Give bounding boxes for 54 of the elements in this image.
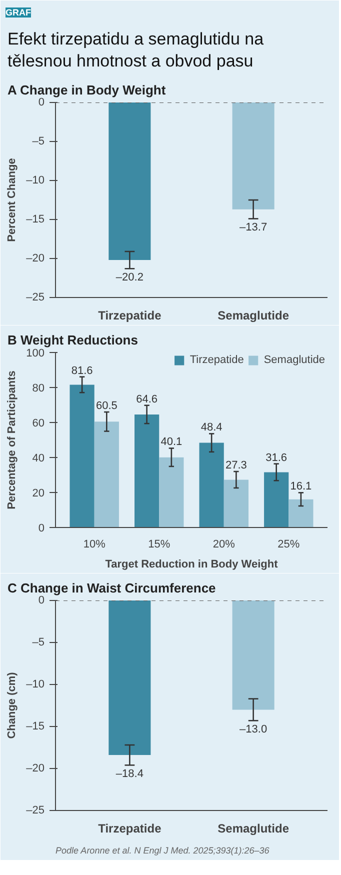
bar	[134, 414, 160, 528]
bar	[94, 422, 119, 528]
y-axis-title: Percent Change	[6, 158, 18, 242]
bar	[264, 472, 289, 528]
data-label: –13.7	[240, 222, 268, 234]
text: Podle Aronne et al. N Engl J Med. 2025;393(1):26–36	[56, 846, 270, 856]
chart-title: B Weight Reductions	[8, 332, 138, 348]
y-tick-label: 40	[32, 452, 45, 464]
y-tick-label: 60	[32, 418, 45, 430]
legend-label: Semaglutide	[264, 354, 325, 366]
x-tick-label: 10%	[83, 538, 106, 550]
data-label: 64.6	[136, 393, 158, 406]
y-tick-label: 100	[26, 348, 45, 360]
bar	[224, 480, 248, 528]
data-label: 81.6	[71, 364, 93, 377]
data-label: –13.0	[240, 724, 268, 736]
y-tick-label: –15	[26, 214, 45, 226]
bar	[199, 442, 224, 528]
y-tick-label: –20	[26, 252, 45, 264]
y-tick-label: –25	[26, 292, 45, 304]
y-tick-label: –15	[26, 720, 45, 732]
x-tick-label: 25%	[278, 538, 300, 550]
bar	[288, 499, 314, 528]
legend-label: Tirzepatide	[190, 354, 244, 366]
y-tick-label: 0	[38, 594, 45, 606]
y-tick-label: –5	[32, 636, 45, 648]
data-label: –20.2	[116, 272, 144, 284]
y-tick-label: 80	[32, 382, 45, 394]
chart-title: C Change in Waist Circumference	[8, 580, 216, 596]
data-label: 48.4	[200, 422, 222, 434]
y-tick-label: –5	[32, 136, 45, 148]
data-label: 40.1	[160, 436, 182, 448]
text: GRAF	[6, 8, 32, 18]
y-tick-label: –20	[26, 762, 45, 774]
x-axis-title: Target Reduction in Body Weight	[105, 558, 278, 570]
data-label: –18.4	[116, 768, 144, 780]
y-tick-label: –25	[26, 804, 45, 816]
data-label: 31.6	[266, 452, 288, 464]
data-label: 16.1	[290, 480, 312, 493]
y-tick-label: 0	[38, 96, 45, 108]
x-tick-label: 15%	[148, 538, 170, 550]
bar	[70, 384, 94, 528]
y-tick-label: –10	[26, 678, 45, 690]
data-label: 60.5	[96, 400, 118, 412]
y-axis-title: Change (cm)	[6, 672, 18, 739]
x-tick-label: 20%	[212, 538, 236, 550]
y-tick-label: 20	[32, 488, 45, 500]
data-label: 27.3	[225, 460, 247, 472]
chart-title: Efekt tirzepatidu a semaglutidu na tělesnou hmotnost a obvod pasu	[8, 30, 264, 70]
y-tick-label: –10	[26, 174, 45, 186]
bar	[159, 457, 184, 528]
y-axis-title: Percentage of Participants	[6, 370, 18, 510]
chart-subtitle: A Change in Body Weight	[8, 82, 166, 98]
y-tick-label: 0	[38, 522, 45, 534]
